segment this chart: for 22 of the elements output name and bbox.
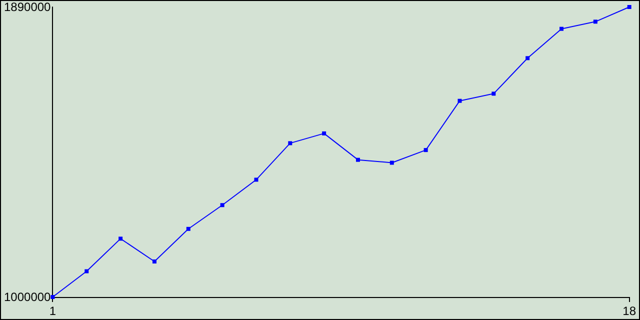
x-tick-label: 18 bbox=[622, 304, 636, 318]
point bbox=[390, 160, 394, 165]
x-tick-label: 1 bbox=[49, 304, 56, 318]
point bbox=[424, 148, 428, 152]
point bbox=[220, 203, 224, 208]
point bbox=[322, 131, 326, 136]
point bbox=[254, 178, 258, 182]
point bbox=[559, 26, 564, 31]
point bbox=[458, 98, 462, 103]
point bbox=[526, 56, 530, 60]
y-tick-label: 1000000 bbox=[4, 290, 52, 304]
point bbox=[492, 92, 496, 96]
point bbox=[288, 141, 292, 146]
point bbox=[627, 5, 632, 9]
point bbox=[50, 295, 55, 299]
y-tick-label: 1890000 bbox=[4, 0, 52, 14]
point bbox=[118, 236, 123, 241]
point bbox=[593, 20, 598, 24]
point bbox=[152, 259, 156, 264]
point bbox=[84, 269, 89, 274]
point bbox=[356, 158, 360, 162]
point bbox=[186, 226, 190, 231]
